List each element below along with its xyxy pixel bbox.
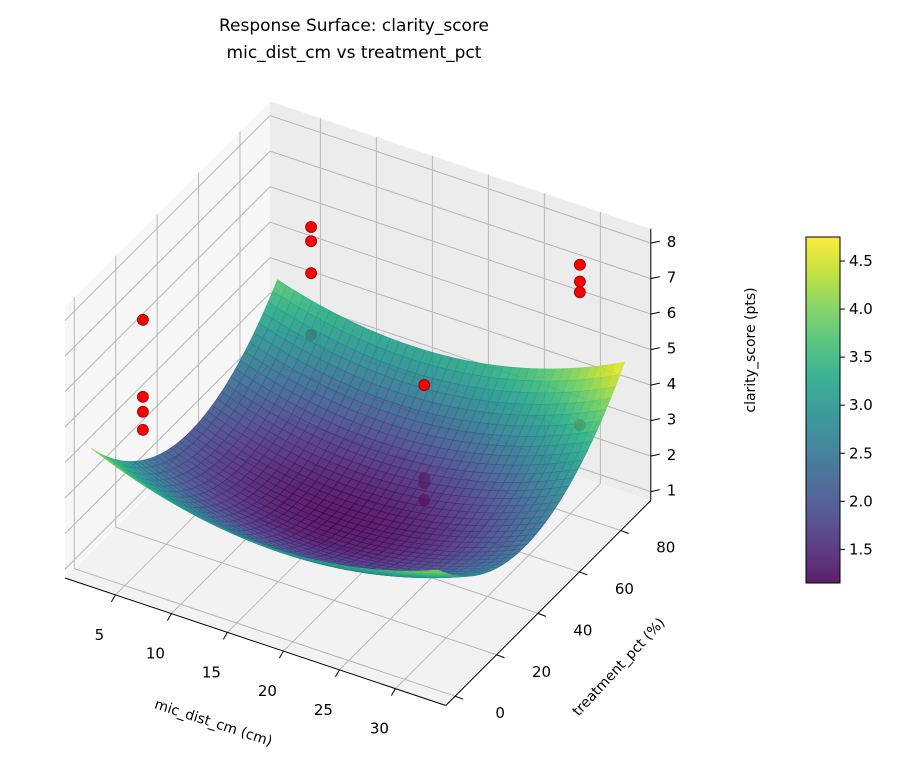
colorbar-tick-label: 1.5 [849,540,873,558]
z-tick [651,454,660,456]
colorbar-tick-label: 4.0 [849,300,873,318]
x-tick [223,632,227,639]
z-tick-label: 5 [667,340,677,358]
z-tick [651,277,660,279]
y-tick [455,696,463,699]
z-tick-label: 4 [667,375,677,393]
x-tick-label: 10 [146,645,165,663]
z-tick-label: 7 [667,269,677,287]
y-tick [621,531,629,534]
z-tick [651,241,660,243]
y-tick [579,572,587,575]
scatter-point [137,314,148,325]
y-tick-label: 0 [495,704,505,722]
colorbar-tick-label: 2.5 [849,444,873,462]
scatter-point [306,268,317,279]
x-tick-label: 5 [95,626,105,644]
x-axis-label: mic_dist_cm (cm) [152,697,274,750]
z-tick-label: 6 [667,304,677,322]
x-tick-label: 25 [314,701,333,719]
colorbar-tick-label: 4.5 [849,252,873,270]
x-tick [111,595,115,602]
colorbar: 1.5 2.0 2.5 3.0 3.5 4.0 4.5 [806,237,873,583]
scatter-point [306,222,317,233]
z-tick [651,348,660,350]
y-tick-label: 20 [532,663,551,681]
y-tick [497,655,505,658]
chart-title-line1: Response Surface: clarity_score [219,16,489,36]
x-tick [167,614,171,621]
colorbar-tick-label: 2.0 [849,492,873,510]
x-tick-label: 20 [258,682,277,700]
x-tick [335,670,339,677]
scatter-point [574,287,585,298]
scatter-point [137,424,148,435]
x-tick-label: 30 [370,720,389,738]
z-tick [651,419,660,421]
z-axis-label: clarity_score (pts) [743,287,759,412]
y-tick-label: 60 [615,580,634,598]
x-tick [279,651,283,658]
z-tick [651,490,660,492]
y-tick-label: 80 [656,539,675,557]
scatter-point [574,276,585,287]
scatter-point [419,380,430,391]
scatter-point [137,406,148,417]
z-tick-label: 2 [667,446,677,464]
y-tick-label: 40 [573,621,592,639]
scatter-point [137,391,148,402]
z-tick-label: 3 [667,411,677,429]
x-tick-label: 15 [202,663,221,681]
scatter-point [306,236,317,247]
colorbar-tick-label: 3.0 [849,396,873,414]
y-tick [538,613,546,616]
z-tick [651,312,660,314]
z-tick-label: 1 [667,482,677,500]
z-tick-label: 8 [667,233,677,251]
chart-title-line2: mic_dist_cm vs treatment_pct [227,43,482,63]
colorbar-gradient [806,237,840,583]
scatter-point [574,259,585,270]
colorbar-tick-label: 3.5 [849,348,873,366]
x-tick [391,689,395,696]
z-tick [651,383,660,385]
